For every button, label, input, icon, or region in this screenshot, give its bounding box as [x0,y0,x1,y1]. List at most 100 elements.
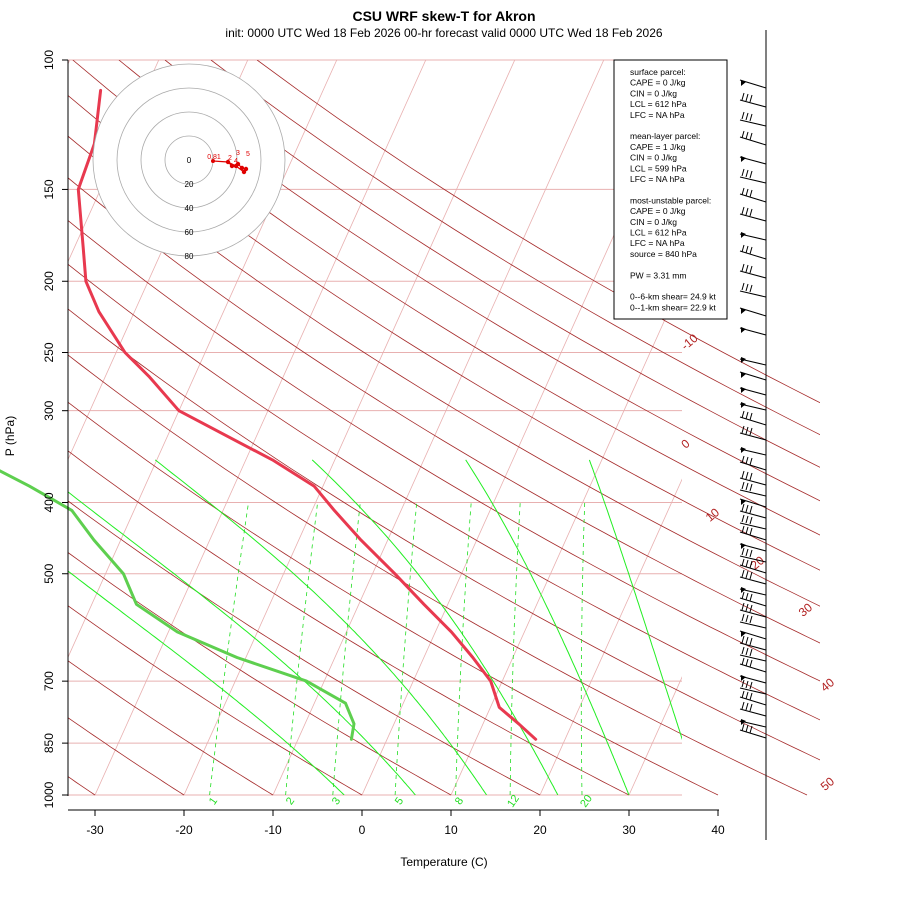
dry-adiabat [68,135,820,607]
moist-adiabat [311,459,559,795]
wind-barb [739,723,767,739]
wind-barb [739,371,767,381]
mixing-ratio-label: 3 [330,795,343,807]
wind-barb [739,282,767,298]
hodograph-ring-label: 60 [185,228,194,237]
info-box-line: CAPE = 0 J/kg [630,206,686,216]
mixing-ratio-line [332,502,361,795]
info-box-line: CAPE = 1 J/kg [630,142,686,152]
wind-barb [739,263,767,279]
dry-adiabat-label: 10 [703,505,722,525]
temperature-profile [76,88,538,741]
dry-adiabat [118,60,820,502]
hodograph-point [241,169,247,175]
wind-barb [739,591,767,607]
dry-adiabat [68,263,820,721]
x-tick-label: 20 [533,823,547,837]
dry-adiabat [68,219,820,682]
wind-barb [739,387,767,396]
mixing-ratio-line [509,502,521,795]
wind-barb [739,613,767,629]
wind-barb [739,168,767,184]
y-tick-label: 250 [42,342,56,362]
x-axis-label: Temperature (C) [400,855,487,869]
moist-adiabat [465,459,630,795]
hodograph-background [93,64,285,256]
y-tick-label: 400 [42,492,56,512]
hodograph-ring [116,87,262,233]
moist-adiabat [588,459,682,741]
y-tick-label: 300 [42,400,56,420]
dry-adiabat [68,717,185,796]
y-tick-label: 700 [42,671,56,691]
info-box-line: most-unstable parcel: [630,195,711,205]
wind-barb [739,92,767,108]
wind-barb [739,514,767,530]
hodograph-point-label: 3 [236,150,240,157]
mixing-ratio-label: 5 [393,795,406,807]
dry-adiabat-label: 40 [818,675,837,695]
mixing-ratio-label: 8 [453,795,466,807]
mixing-ratio-line [285,502,318,795]
isotherm--20 [183,60,516,795]
isotherm-20 [539,478,682,795]
info-box-line: LFC = NA hPa [630,110,685,120]
hodograph: 0 20 40 60 80 0.81 2 43 5 [92,63,286,261]
isotherm-40 [718,60,900,795]
y-tick-label: 850 [42,733,56,753]
wind-barb [739,111,767,127]
info-box-line: LCL = 612 hPa [630,228,687,238]
wind-barb [739,447,767,456]
dry-adiabat [256,60,820,404]
wind-barb [739,307,767,317]
wind-barb [739,232,767,241]
wind-barb [739,503,767,519]
wind-barb [739,244,767,260]
hodograph-ring-label: 0 [187,156,192,165]
dry-adiabat-label: 30 [796,600,815,620]
wind-barb [739,327,767,336]
info-box-line: CIN = 0 J/kg [630,88,677,98]
mixing-ratio-line [394,502,418,795]
wind-barb [739,130,767,146]
y-axis-ticks: 100 150 200 250 300 400 500 700 850 1000 [42,50,68,808]
hodograph-point-label: 4 [234,158,238,165]
dry-adiabat [68,94,820,571]
info-box-line: CAPE = 0 J/kg [630,78,686,88]
info-box-line: surface parcel: [630,67,686,77]
wind-barb [739,657,767,673]
dry-adiabat [68,500,541,796]
hodograph-ring-label: 80 [185,252,194,261]
chart-title: CSU WRF skew-T for Akron [352,8,535,24]
hodograph-ring-label: 20 [185,180,194,189]
wind-barb [739,690,767,706]
info-box-line: 0--1-km shear= 22.9 kt [630,302,716,312]
dry-adiabat [164,60,820,468]
wind-barb [739,156,767,165]
hodograph-point [233,163,239,169]
mixing-ratio-label: 1 [207,795,220,807]
x-tick-label: 10 [444,823,458,837]
x-tick-label: -20 [175,823,193,837]
wind-barb [739,701,767,717]
isotherm--30 [94,60,427,795]
dry-adiabat-label: -10 [678,331,701,353]
x-tick-label: 0 [359,823,366,837]
wind-barb [739,646,767,662]
moist-adiabat [154,459,488,795]
y-tick-label: 100 [42,50,56,70]
dry-adiabat [68,605,363,796]
info-box-line: LFC = NA hPa [630,174,685,184]
wind-barb [739,630,767,640]
wind-barb [739,635,767,651]
dry-adiabat-label: 0 [678,436,692,451]
y-tick-label: 200 [42,271,56,291]
dry-adiabat-label: 50 [818,774,837,794]
wind-barb [739,543,767,552]
wind-barb [739,425,767,441]
wind-barb [739,679,767,695]
isotherm-10 [450,280,682,795]
info-box-line: mean-layer parcel: [630,131,700,141]
wind-barb [739,569,767,585]
